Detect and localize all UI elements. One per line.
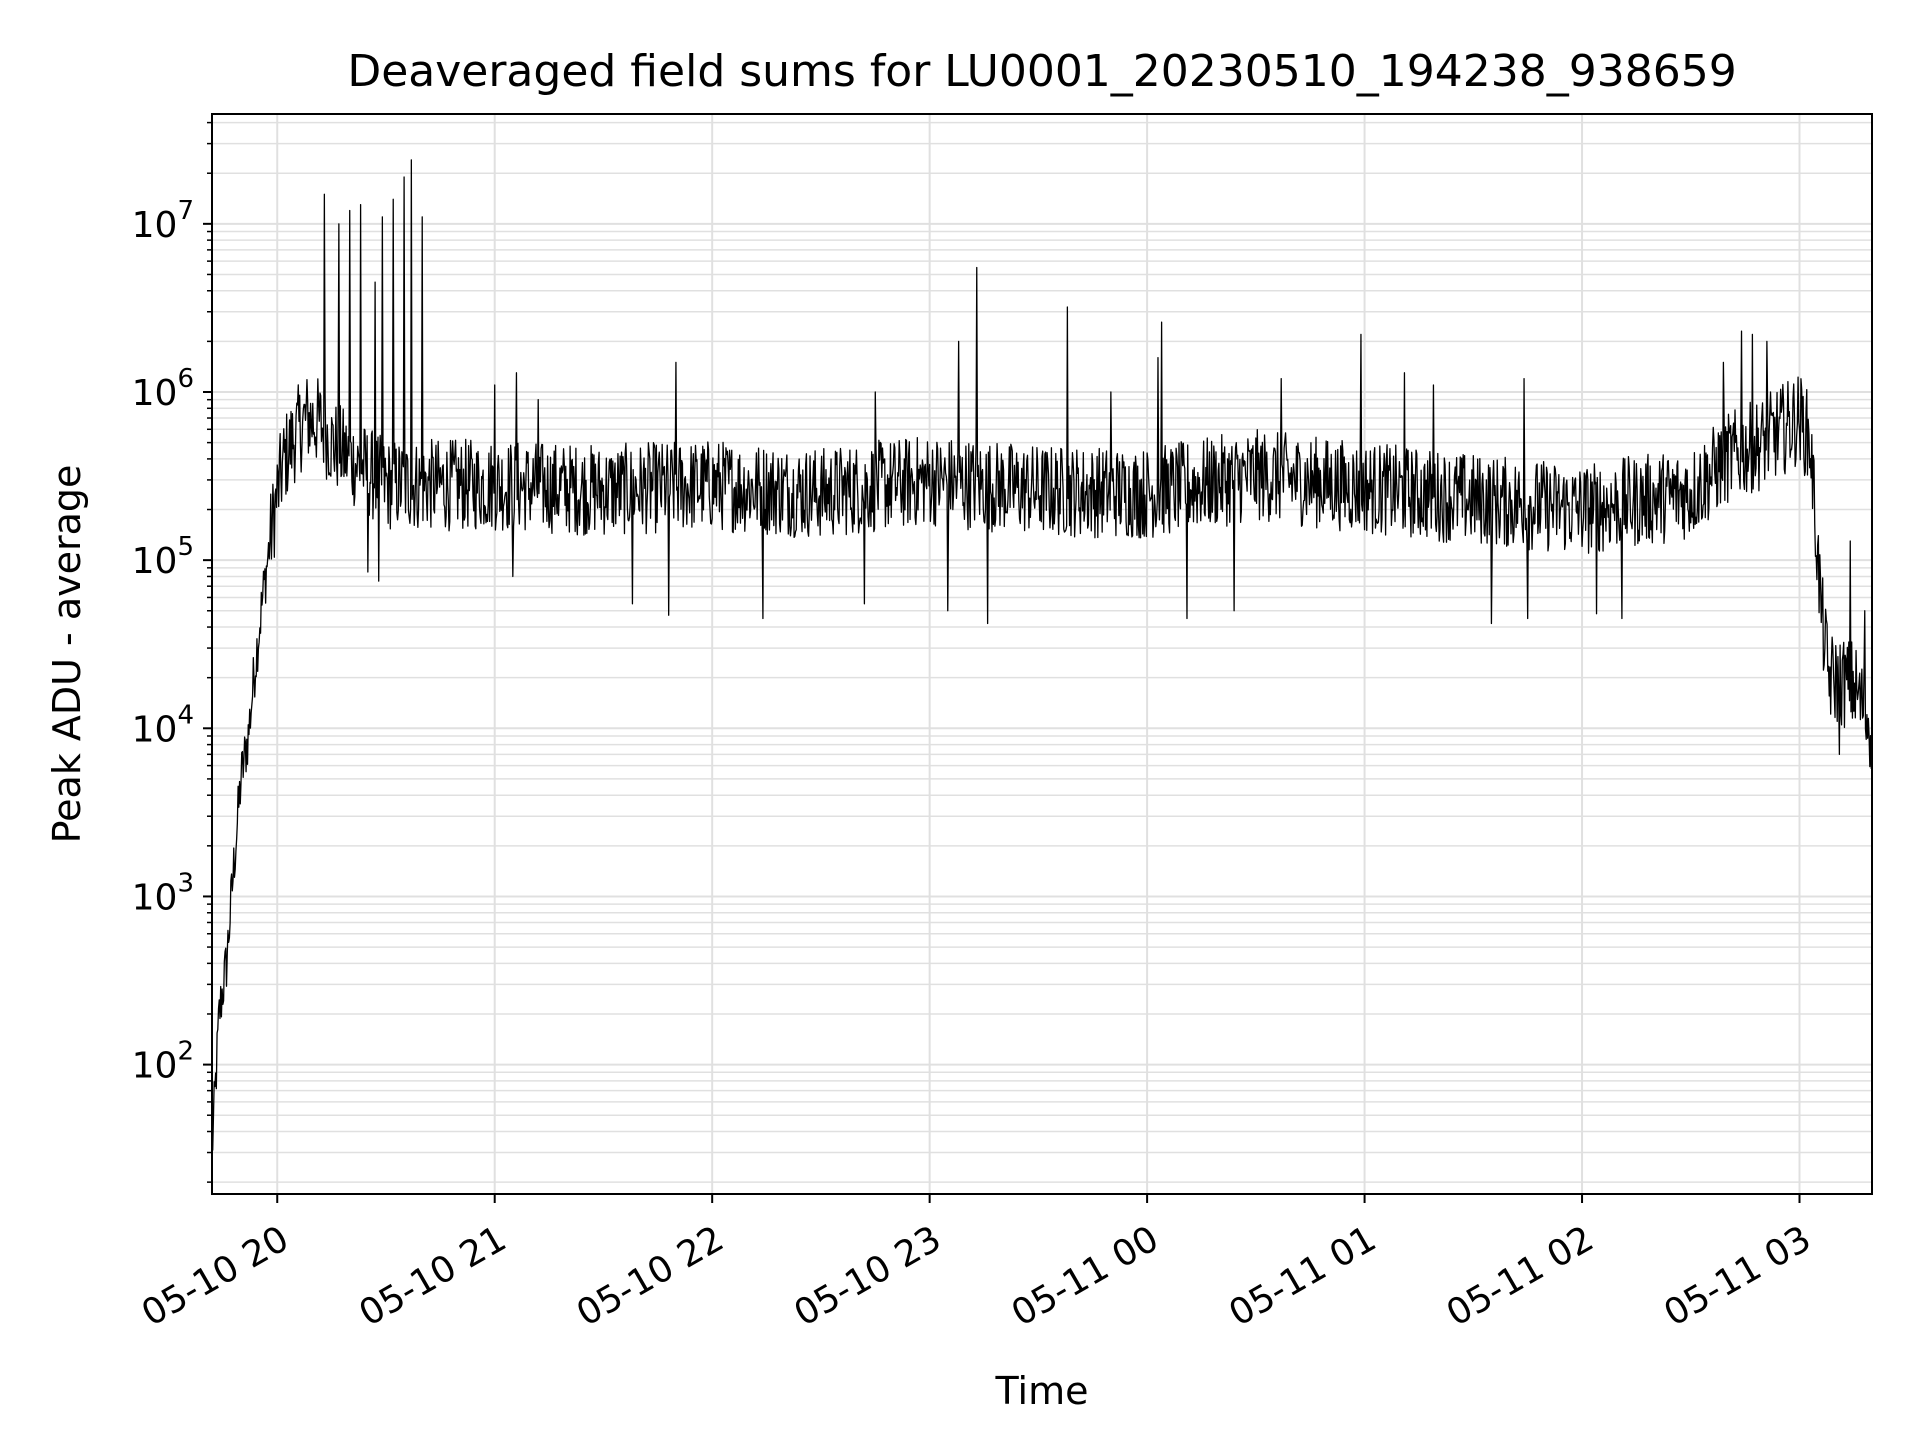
y-tick-label: 106 [132, 364, 194, 414]
tick-marks [203, 121, 1801, 1203]
y-tick-exponent: 6 [177, 364, 194, 394]
y-tick-exponent: 4 [177, 700, 194, 730]
y-tick-base: 10 [132, 877, 178, 918]
y-tick-base: 10 [132, 373, 178, 414]
y-tick-base: 10 [132, 1046, 178, 1087]
y-axis-label: Peak ADU - average [45, 465, 89, 844]
y-tick-exponent: 7 [177, 196, 194, 226]
chart-title: Deaveraged field sums for LU0001_2023051… [347, 46, 1736, 97]
y-tick-exponent: 3 [177, 868, 194, 898]
grid-lines [212, 114, 1872, 1194]
y-tick-exponent: 5 [177, 532, 194, 562]
y-tick-label: 103 [132, 868, 194, 918]
y-tick-base: 10 [132, 205, 178, 246]
y-tick-label: 107 [132, 196, 194, 246]
x-axis-label: Time [995, 1369, 1089, 1413]
y-tick-label: 102 [132, 1037, 194, 1087]
series-layer [211, 159, 1873, 1151]
data-series-line [211, 159, 1873, 1151]
y-tick-base: 10 [132, 709, 178, 750]
y-tick-base: 10 [132, 541, 178, 582]
y-tick-exponent: 2 [177, 1037, 194, 1067]
y-tick-label: 104 [132, 700, 194, 750]
y-tick-label: 105 [132, 532, 194, 582]
plot-area-frame [211, 113, 1873, 1195]
